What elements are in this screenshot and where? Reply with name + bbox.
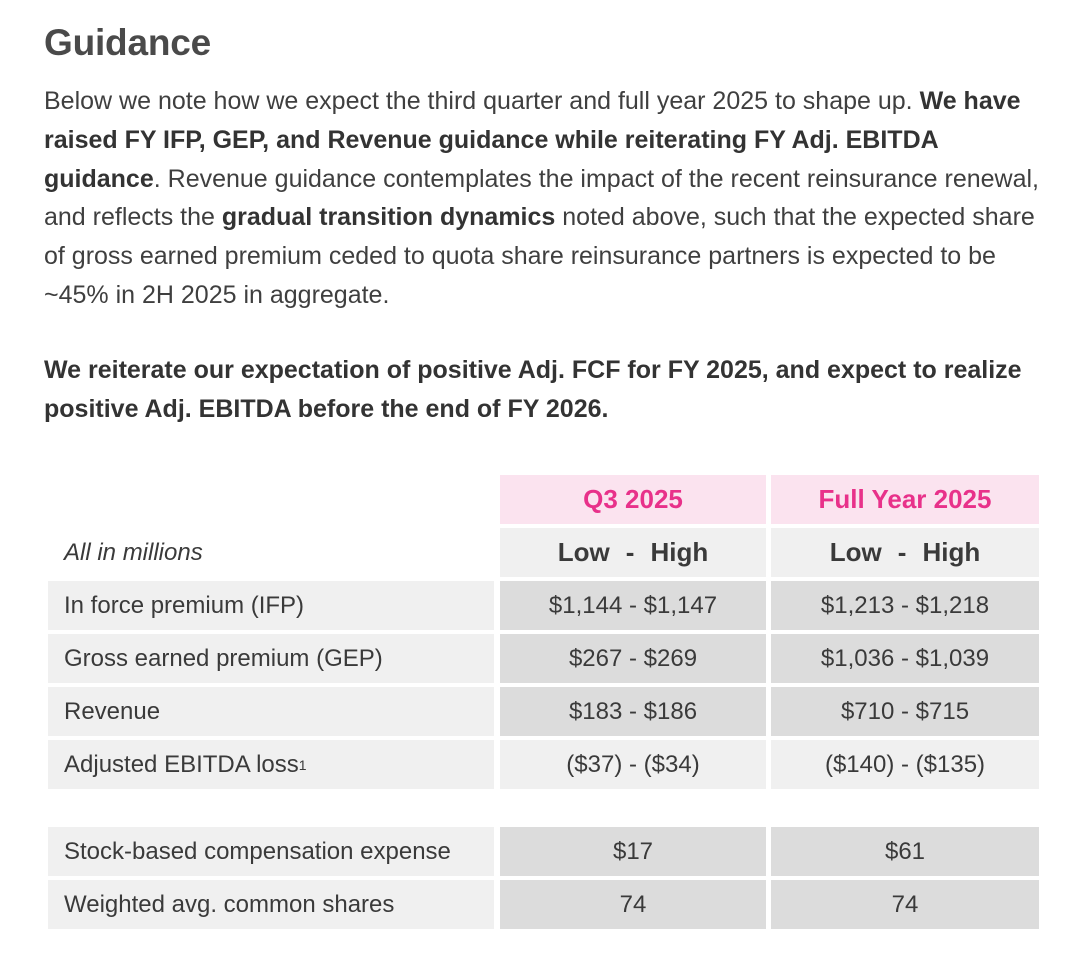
full-year-value: ($140) - ($135) [771,740,1039,789]
q3-value: ($37) - ($34) [500,740,766,789]
paragraph-bold-text: gradual transition dynamics [221,203,556,232]
row-label: Gross earned premium (GEP) [48,634,494,683]
guidance-paragraph: Below we note how we expect the third qu… [44,82,1044,315]
table-row: Gross earned premium (GEP) $267 - $269 $… [44,634,1040,683]
full-year-value: 74 [771,880,1039,929]
range-high-label: High [922,537,981,567]
q3-value: $1,144 - $1,147 [500,581,766,630]
units-label: All in millions [64,538,203,566]
range-separator: - [625,537,635,567]
q3-value: $267 - $269 [500,634,766,683]
column-header-q3: Q3 2025 [500,475,766,524]
reiteration-paragraph: We reiterate our expectation of positive… [44,351,1044,429]
full-year-value: $710 - $715 [771,687,1039,736]
full-year-value: $61 [771,827,1039,876]
row-label: In force premium (IFP) [48,581,494,630]
table-row: Stock-based compensation expense $17 $61 [44,827,1040,876]
page-title: Guidance [44,22,211,63]
table-row: Adjusted EBITDA loss 1 ($37) - ($34) ($14… [44,740,1040,789]
q3-value: $17 [500,827,766,876]
paragraph-text: noted above, such that the expected shar… [44,203,1035,309]
paragraph-text: Below we note how we expect the third qu… [44,87,920,115]
row-label: Stock-based compensation expense [48,827,494,876]
table-column-header-row: Q3 2025 Full Year 2025 [44,475,1040,524]
row-label: Revenue [48,687,494,736]
table-row: Revenue $183 - $186 $710 - $715 [44,687,1040,736]
range-low-label: Low [557,537,610,567]
range-header-full-year: Low - High [771,528,1039,577]
table-row: In force premium (IFP) $1,144 - $1,147 $… [44,581,1040,630]
range-header-q3: Low - High [500,528,766,577]
q3-value: $183 - $186 [500,687,766,736]
paragraph-bold-text: We have raised FY IFP, GEP, and Revenue … [44,87,1021,193]
range-separator: - [897,537,907,567]
reiteration-text: We reiterate our expectation of positive… [44,356,1022,423]
row-label: Weighted avg. common shares [48,880,494,929]
table-row: Weighted avg. common shares 74 74 [44,880,1040,929]
full-year-value: $1,036 - $1,039 [771,634,1039,683]
paragraph-text: . Revenue guidance contemplates the impa… [44,164,1039,232]
q3-value: 74 [500,880,766,929]
full-year-value: $1,213 - $1,218 [771,581,1039,630]
table-range-header-row: All in millions Low - High Low - High [44,528,1040,577]
column-header-full-year: Full Year 2025 [771,475,1039,524]
range-high-label: High [650,537,709,567]
row-label: Adjusted EBITDA loss [64,750,299,778]
row-label-with-footnote: Adjusted EBITDA loss 1 [48,740,494,789]
range-low-label: Low [829,537,882,567]
